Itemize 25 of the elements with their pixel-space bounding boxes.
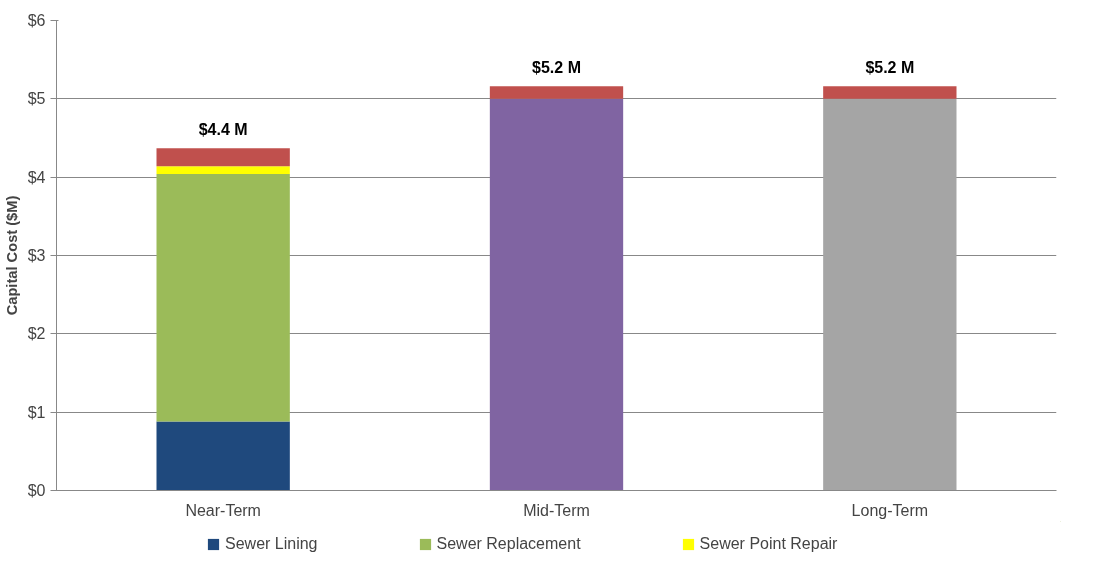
y-tick-label: $5 bbox=[27, 90, 46, 108]
legend-label: Sewer Replacement bbox=[436, 535, 581, 553]
bar bbox=[156, 174, 290, 422]
y-tick-label: $2 bbox=[27, 325, 46, 343]
x-tick-label: Near-Term bbox=[185, 501, 261, 519]
bar bbox=[489, 86, 624, 99]
y-axis-title: Capital Cost ($M) bbox=[3, 195, 20, 316]
total-label: $5.2 M bbox=[865, 59, 915, 77]
y-tick-label: $3 bbox=[27, 247, 46, 264]
legend-label: Sewer Lining bbox=[225, 535, 318, 553]
x-tick-label: Mid-Term bbox=[523, 501, 590, 519]
bar bbox=[156, 148, 290, 167]
total-label: $5.2 M bbox=[532, 59, 581, 77]
bar bbox=[156, 421, 290, 491]
legend-label: Sewer Point Repair bbox=[699, 535, 838, 553]
bar bbox=[823, 98, 957, 491]
x-tick-label: Long-Term bbox=[851, 501, 929, 519]
total-label: $4.4 M bbox=[198, 121, 248, 139]
bar bbox=[823, 86, 957, 99]
y-tick-label: $4 bbox=[27, 168, 46, 186]
bar bbox=[489, 98, 624, 491]
bar bbox=[156, 166, 290, 175]
y-tick-label: $6 bbox=[27, 12, 46, 29]
y-tick-label: $0 bbox=[27, 482, 46, 499]
y-tick-label: $1 bbox=[27, 403, 46, 421]
